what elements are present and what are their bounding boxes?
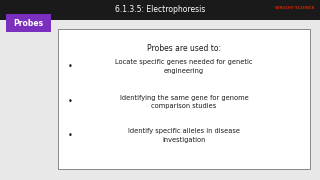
- FancyBboxPatch shape: [6, 14, 51, 32]
- Text: Identifying the same gene for genome
comparison studies: Identifying the same gene for genome com…: [120, 94, 248, 109]
- Text: Locate specific genes needed for genetic
engineering: Locate specific genes needed for genetic…: [115, 59, 253, 74]
- Text: •: •: [68, 97, 73, 106]
- Text: •: •: [68, 62, 73, 71]
- Text: •: •: [68, 131, 73, 140]
- FancyBboxPatch shape: [58, 29, 310, 169]
- Text: 6.1.3.5: Electrophoresis: 6.1.3.5: Electrophoresis: [115, 5, 205, 14]
- Text: Identify specific alleles in disease
investigation: Identify specific alleles in disease inv…: [128, 128, 240, 143]
- Text: Probes: Probes: [14, 19, 44, 28]
- Text: WRIGHT SCIENCE: WRIGHT SCIENCE: [275, 6, 314, 10]
- Text: Probes are used to:: Probes are used to:: [147, 44, 221, 53]
- FancyBboxPatch shape: [0, 0, 320, 20]
